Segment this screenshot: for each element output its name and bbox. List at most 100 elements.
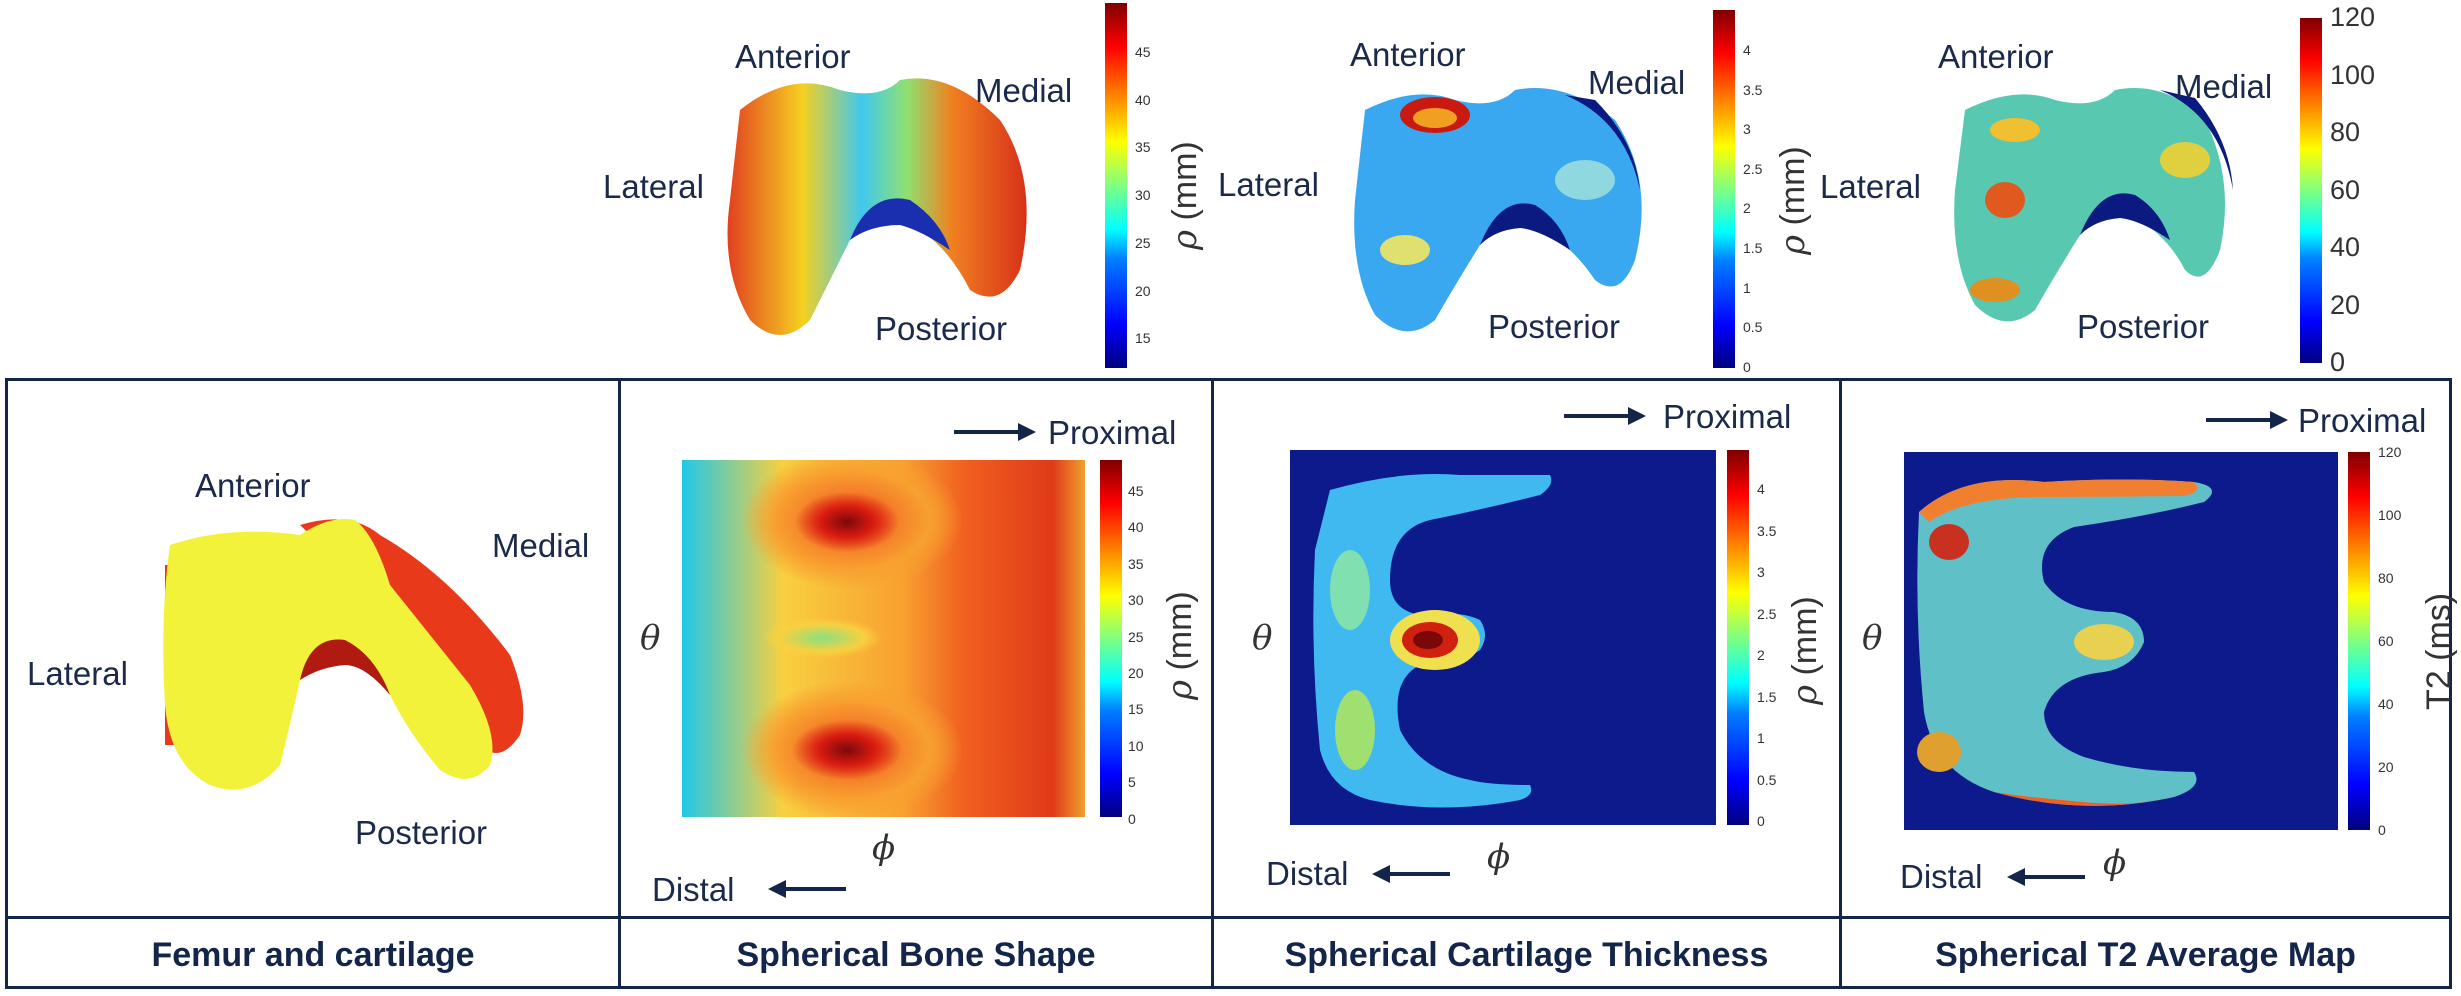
t2-3d-lateral-label: Lateral — [1820, 168, 1921, 205]
thickness-heatmap — [1290, 450, 1716, 825]
bone-3d-lateral-label: Lateral — [603, 168, 704, 205]
colorbar-tick-label: 100 — [2378, 507, 2402, 523]
t2-3d-colorbar — [2300, 18, 2322, 363]
t2-distal-label: Distal — [1900, 858, 1983, 895]
colorbar-tick-label: 5 — [1128, 774, 1136, 791]
thickness-proximal-arrow — [1564, 407, 1646, 425]
colorbar-tick-label: 0 — [1743, 358, 1751, 375]
colorbar-tick-label: 0.5 — [1757, 771, 1777, 788]
bone-shape-distal-label: Distal — [652, 871, 735, 908]
thickness-3d-colorbar — [1713, 10, 1735, 368]
femur-anterior-label: Anterior — [195, 467, 311, 504]
colorbar-tick-label: 20 — [2330, 289, 2361, 320]
colorbar-tick-label: 2 — [1743, 200, 1751, 217]
t2-distal-arrow — [2007, 868, 2085, 886]
colorbar-tick-label: 35 — [1135, 139, 1151, 156]
colorbar-tick-label: 30 — [1128, 592, 1144, 609]
bone-shape-distal-arrow — [768, 880, 846, 898]
colorbar-tick-label: 15 — [1128, 701, 1144, 718]
thickness-3d-posterior-label: Posterior — [1488, 308, 1621, 345]
caption-femur: Femur and cartilage — [151, 935, 475, 974]
colorbar-tick-label: 3.5 — [1757, 522, 1777, 539]
colorbar-tick-label: 0 — [1128, 810, 1136, 827]
bone-shape-colorbar-title: ρ (mm) — [1160, 591, 1200, 700]
colorbar-tick-label: 120 — [2330, 2, 2376, 32]
thickness-3d-lateral-label: Lateral — [1218, 166, 1319, 203]
colorbar-tick-label: 1 — [1757, 730, 1765, 746]
colorbar-tick-label: 3 — [1757, 564, 1765, 580]
t2-3d-posterior-label: Posterior — [2077, 308, 2210, 345]
thickness-3d-anterior-label: Anterior — [1350, 36, 1466, 73]
bone-shape-heatmap — [682, 460, 1085, 817]
colorbar-tick-label: 1.5 — [1743, 240, 1763, 256]
bone-3d-anterior-label: Anterior — [735, 38, 851, 75]
bone-shape-theta-label: θ — [640, 618, 661, 658]
femur-posterior-label: Posterior — [355, 814, 488, 851]
colorbar-tick-label: 80 — [2378, 570, 2394, 586]
thickness-phi-label: ϕ — [1487, 837, 1511, 877]
panel-divider-2 — [1211, 378, 1214, 989]
colorbar-tick-label: 40 — [2330, 232, 2361, 262]
thickness-proximal-label: Proximal — [1663, 398, 1792, 435]
bone-3d-medial-label: Medial — [975, 72, 1073, 109]
colorbar-tick-label: 60 — [2330, 174, 2361, 205]
femur-cartilage-render — [163, 519, 524, 790]
bone-shape-proximal-arrow — [954, 423, 1036, 441]
t2-proximal-label: Proximal — [2298, 402, 2427, 439]
t2-colorbar — [2348, 452, 2370, 830]
colorbar-tick-label: 40 — [1135, 91, 1151, 108]
bone-3d-colorbar — [1105, 3, 1127, 368]
colorbar-tick-label: 60 — [2378, 633, 2394, 649]
colorbar-tick-label: 0 — [1757, 813, 1765, 829]
colorbar-tick-label: 3.5 — [1743, 81, 1763, 98]
colorbar-tick-label: 45 — [1135, 44, 1151, 60]
thickness-colorbar — [1727, 450, 1749, 825]
colorbar-tick-label: 1.5 — [1757, 688, 1777, 705]
t2-heatmap — [1904, 452, 2338, 830]
colorbar-tick-label: 30 — [1135, 187, 1151, 204]
thickness-3d-medial-label: Medial — [1588, 64, 1686, 101]
colorbar-tick-label: 0 — [2378, 822, 2386, 838]
bone-shape-phi-label: ϕ — [872, 828, 896, 868]
t2-phi-label: ϕ — [2103, 843, 2127, 883]
panel-divider-1 — [618, 378, 621, 989]
thickness-3d-render — [1354, 88, 1642, 332]
colorbar-tick-label: 35 — [1128, 555, 1144, 572]
thickness-3d-colorbar-title: ρ (mm) — [1773, 146, 1813, 255]
thickness-distal-arrow — [1372, 865, 1450, 883]
bone-shape-colorbar — [1100, 460, 1122, 817]
colorbar-tick-label: 100 — [2330, 59, 2376, 90]
colorbar-tick-label: 0.5 — [1743, 319, 1763, 336]
colorbar-tick-label: 2.5 — [1743, 160, 1763, 177]
t2-3d-anterior-label: Anterior — [1938, 38, 2054, 75]
colorbar-tick-label: 10 — [1128, 737, 1144, 754]
bone-shape-proximal-label: Proximal — [1048, 414, 1177, 451]
colorbar-tick-label: 20 — [2378, 759, 2394, 775]
t2-theta-label: θ — [1862, 618, 1883, 658]
colorbar-tick-label: 0 — [2330, 347, 2346, 377]
thickness-theta-label: θ — [1252, 618, 1273, 658]
caption-t2-map: Spherical T2 Average Map — [1935, 935, 2356, 974]
t2-proximal-arrow — [2206, 411, 2288, 429]
colorbar-tick-label: 120 — [2378, 444, 2402, 460]
panel-grid-frame — [5, 378, 2452, 989]
t2-colorbar-title: T2 (ms) — [2420, 592, 2458, 710]
thickness-colorbar-title: ρ (mm) — [1785, 596, 1825, 705]
bone-3d-posterior-label: Posterior — [875, 310, 1008, 347]
colorbar-tick-label: 20 — [1128, 665, 1144, 681]
colorbar-tick-label: 15 — [1135, 330, 1151, 347]
caption-cartilage-thickness: Spherical Cartilage Thickness — [1284, 935, 1769, 974]
colorbar-tick-label: 2 — [1757, 647, 1765, 663]
colorbar-tick-label: 2.5 — [1757, 605, 1777, 622]
colorbar-tick-label: 45 — [1128, 483, 1144, 499]
colorbar-tick-label: 4 — [1743, 42, 1751, 58]
colorbar-tick-label: 1 — [1743, 279, 1751, 296]
thickness-distal-label: Distal — [1266, 855, 1349, 892]
colorbar-tick-label: 25 — [1128, 628, 1144, 645]
colorbar-tick-label: 40 — [1128, 519, 1144, 536]
colorbar-tick-label: 80 — [2330, 117, 2361, 147]
bone-shape-3d-render — [727, 78, 1027, 335]
femur-lateral-label: Lateral — [27, 655, 128, 692]
colorbar-tick-label: 20 — [1135, 282, 1151, 299]
t2-3d-render — [1954, 88, 2233, 322]
